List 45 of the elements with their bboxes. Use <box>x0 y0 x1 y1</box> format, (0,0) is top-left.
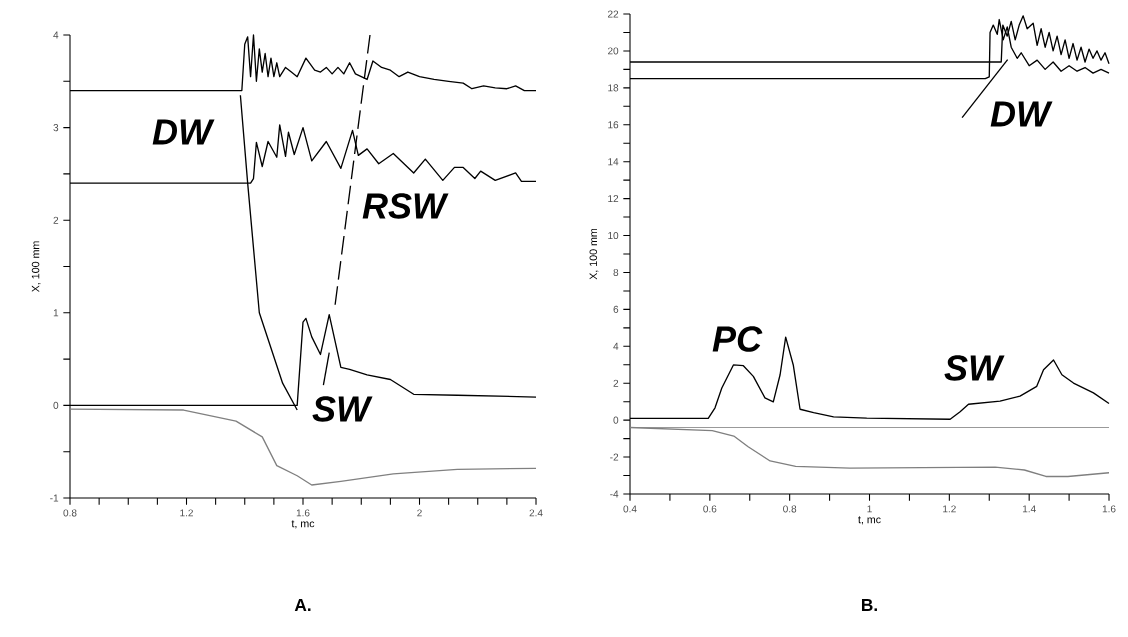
y-tick-label: 20 <box>608 47 619 55</box>
y-axis-title: X, 100 mm <box>589 228 599 280</box>
y-tick-label: 6 <box>613 305 619 313</box>
x-tick-label: 0.8 <box>63 509 77 517</box>
annotation: SW <box>944 355 1005 381</box>
x-tick-label: 0.8 <box>783 505 797 513</box>
x-tick-label: 1.6 <box>296 509 310 517</box>
y-tick-label: 4 <box>613 342 619 350</box>
x-axis-title: t, mc <box>291 520 315 529</box>
x-tick-label: 1 <box>867 505 872 513</box>
text: A. <box>294 599 311 611</box>
annotation: DW <box>152 119 215 145</box>
y-tick-label: 3 <box>53 124 59 132</box>
y-tick-label: 14 <box>608 158 619 166</box>
x-tick-label: 0.6 <box>703 505 717 513</box>
x-axis-title: t, mc <box>858 516 881 525</box>
y-tick-label: 0 <box>53 401 59 409</box>
annotation: PC <box>712 326 763 352</box>
y-tick-label: 2 <box>613 379 619 387</box>
y-tick-label: -1 <box>50 494 59 502</box>
y-tick-label: 8 <box>613 268 619 277</box>
y-tick-label: 1 <box>53 309 59 317</box>
x-tick-label: 2 <box>417 509 422 517</box>
y-tick-label: 16 <box>608 121 619 129</box>
x-tick-label: 1.2 <box>180 509 193 517</box>
x-tick-label: 1.6 <box>1102 505 1116 513</box>
y-tick-label: -4 <box>610 490 619 498</box>
x-tick-label: 0.4 <box>623 505 637 513</box>
text: B. <box>861 599 877 611</box>
y-tick-label: 10 <box>608 232 619 240</box>
y-tick-label: 0 <box>613 416 619 424</box>
x-tick-label: 2.4 <box>529 509 543 517</box>
annotation: RSW <box>362 193 449 219</box>
y-axis-title: X, 100 mm <box>31 241 41 293</box>
y-tick-label: 12 <box>608 195 619 203</box>
annotation: SW <box>312 396 373 422</box>
y-tick-label: 2 <box>53 216 59 224</box>
y-tick-label: 4 <box>53 31 59 39</box>
annotation: DW <box>990 101 1053 127</box>
y-tick-label: 18 <box>608 84 619 92</box>
y-tick-label: 22 <box>608 10 619 18</box>
line-series <box>629 426 1110 478</box>
y-tick-label: -2 <box>610 453 619 461</box>
x-tick-label: 1.2 <box>943 505 956 513</box>
x-tick-label: 1.4 <box>1022 505 1036 513</box>
